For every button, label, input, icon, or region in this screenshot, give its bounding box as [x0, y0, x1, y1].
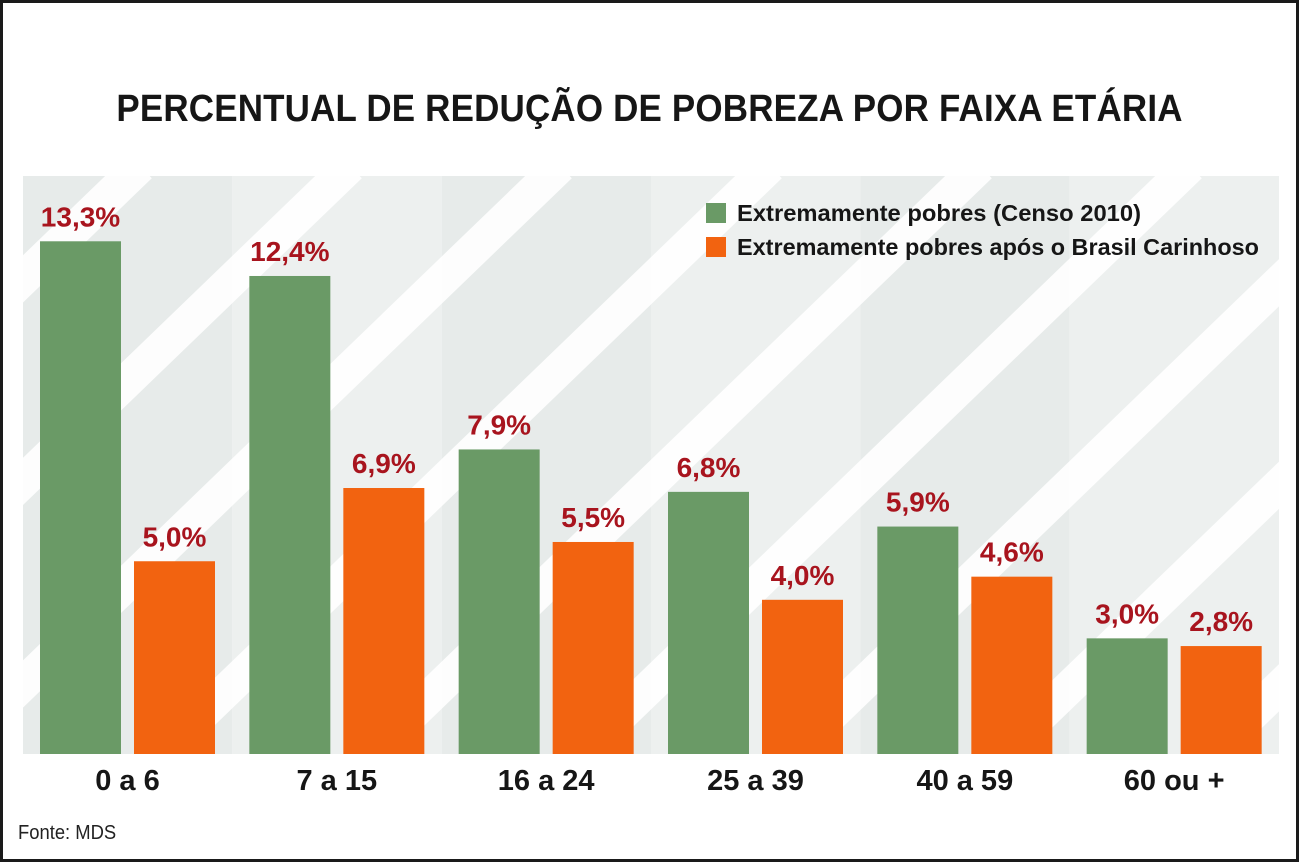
bar-censo-2010-6 — [1086, 638, 1168, 754]
legend-swatch — [706, 237, 726, 257]
bar-censo-2010-2 — [249, 275, 331, 754]
bar-brasil-carinhoso-1 — [134, 561, 215, 754]
bar-censo-2010-4 — [668, 491, 749, 754]
bar-censo-2010-3 — [458, 449, 540, 754]
bar-brasil-carinhoso-4 — [762, 599, 843, 754]
legend-label: Extremamente pobres (Censo 2010) — [737, 200, 1141, 226]
value-label: 6,9% — [352, 448, 416, 479]
legend-swatch — [706, 203, 726, 223]
value-label: 3,0% — [1095, 598, 1159, 629]
chart-title: PERCENTUAL DE REDUÇÃO DE POBREZA POR FAI… — [116, 88, 1183, 130]
x-tick-label: 40 a 59 — [916, 765, 1013, 797]
value-label: 4,6% — [980, 537, 1044, 568]
bar-brasil-carinhoso-3 — [552, 541, 634, 754]
legend: Extremamente pobres (Censo 2010) Extremam… — [706, 200, 1259, 260]
value-label: 5,9% — [886, 487, 950, 518]
bar-censo-2010-5 — [877, 526, 959, 754]
value-label: 2,8% — [1189, 606, 1253, 637]
x-tick-label: 16 a 24 — [498, 765, 595, 797]
value-label: 5,0% — [143, 521, 207, 552]
x-axis-tick-labels: 0 a 6 7 a 15 16 a 24 25 a 39 40 a 59 60 ou + — [95, 765, 1224, 797]
value-label: 6,8% — [677, 452, 741, 483]
bar-brasil-carinhoso-2 — [343, 488, 425, 754]
value-label: 13,3% — [41, 201, 120, 232]
stripe — [23, 176, 152, 303]
bar-censo-2010-1 — [40, 241, 121, 754]
bars-layer — [40, 241, 1262, 754]
source-note: Fonte: MDS — [18, 822, 117, 844]
x-tick-label: 25 a 39 — [707, 765, 804, 797]
bar-brasil-carinhoso-5 — [971, 576, 1053, 754]
legend-label: Extremamente pobres após o Brasil Carinh… — [737, 234, 1259, 260]
x-tick-label: 0 a 6 — [95, 765, 160, 797]
value-label: 7,9% — [467, 409, 531, 440]
x-tick-label: 7 a 15 — [297, 765, 378, 797]
value-label: 4,0% — [771, 560, 835, 591]
x-tick-label: 60 ou + — [1124, 765, 1225, 797]
value-label: 5,5% — [561, 502, 625, 533]
bar-brasil-carinhoso-6 — [1180, 646, 1262, 754]
value-label: 12,4% — [250, 236, 329, 267]
value-labels-layer: 13,3% 5,0% 12,4% 6,9% 7,9% 5,5% 6,8% 4,0% 5,9% 4,… — [41, 201, 1253, 637]
